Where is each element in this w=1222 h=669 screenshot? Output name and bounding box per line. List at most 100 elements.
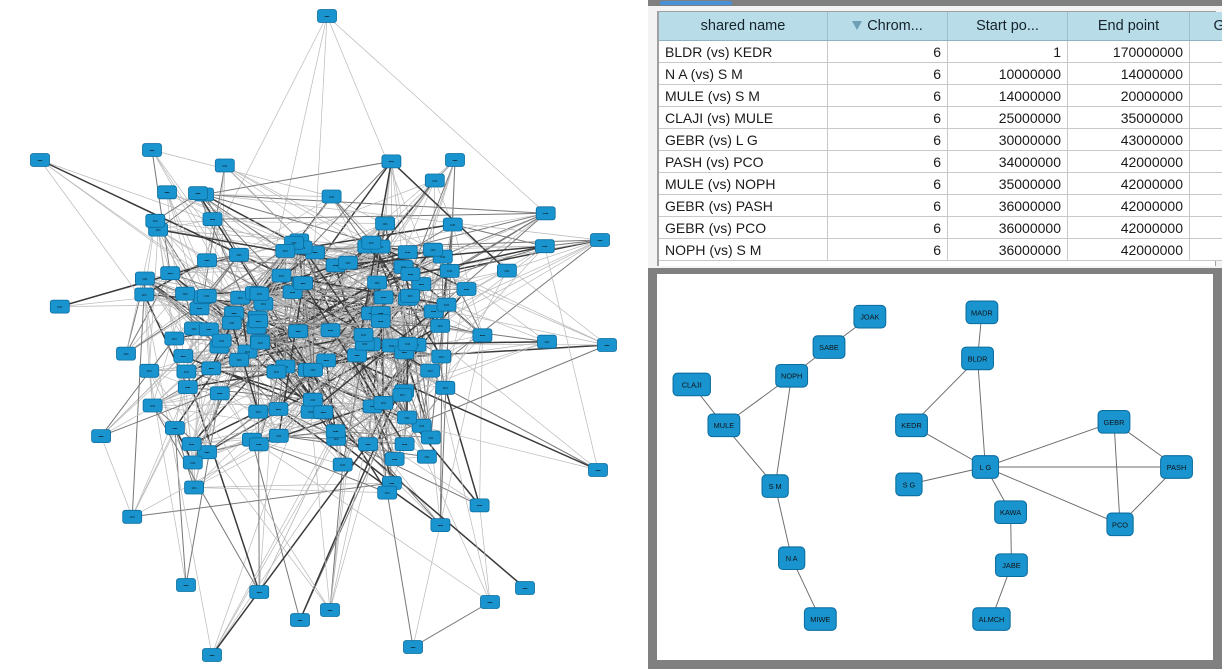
active-tab-indicator[interactable] <box>660 1 732 5</box>
full-network-node[interactable]: •••• <box>173 349 194 363</box>
column-header-chromosome[interactable]: Chrom... <box>827 12 948 41</box>
subnetwork-svg[interactable]: JOAK MADR SABE BLDR NOPH CLAJI GEBR KEDR MULE PAS… <box>657 274 1213 660</box>
table-row[interactable]: CLAJI (vs) MULE625000000350000005.9 <box>659 106 1222 129</box>
full-network-node[interactable]: •••• <box>377 485 398 500</box>
full-network-node[interactable]: •••• <box>435 380 456 395</box>
subnetwork-node-mule[interactable]: MULE <box>707 413 741 438</box>
full-network-node[interactable]: •••• <box>229 352 250 367</box>
full-network-node[interactable]: •••• <box>176 364 197 379</box>
full-network-node[interactable]: •••• <box>320 323 341 338</box>
full-network-node[interactable]: •••• <box>142 398 163 413</box>
full-network-node[interactable]: •••• <box>160 266 181 281</box>
full-network-canvas[interactable]: •••• •••• •••• •••• •••• •••• •••• •••• •••• ••••… <box>0 0 645 669</box>
full-network-node[interactable]: •••• <box>392 387 413 402</box>
full-network-node[interactable]: •••• <box>275 243 296 258</box>
subnetwork-node-sabe[interactable]: SABE <box>812 335 846 359</box>
full-network-node[interactable]: •••• <box>445 153 465 167</box>
subnetwork-node-noph[interactable]: NOPH <box>775 363 809 388</box>
full-network-panel[interactable]: •••• •••• •••• •••• •••• •••• •••• •••• •••• ••••… <box>0 0 645 669</box>
subnetwork-node-s-m[interactable]: S M <box>761 474 789 498</box>
full-network-node[interactable]: •••• <box>175 286 196 301</box>
full-network-node[interactable]: •••• <box>122 509 143 524</box>
full-network-node[interactable]: •••• <box>313 405 334 420</box>
full-network-node[interactable]: •••• <box>353 327 374 342</box>
full-network-node[interactable]: •••• <box>403 640 423 654</box>
full-network-node[interactable]: •••• <box>320 603 340 617</box>
full-network-node[interactable]: •••• <box>400 288 421 303</box>
table-row[interactable]: NOPH (vs) S M636000000420000009.9 <box>659 238 1222 261</box>
table-row[interactable]: BLDR (vs) KEDR61170000000192.0 <box>659 40 1222 63</box>
subnetwork-node-jabe[interactable]: JABE <box>995 553 1028 577</box>
full-network-node[interactable]: •••• <box>332 457 353 472</box>
subnetwork-nodes[interactable]: JOAK MADR SABE BLDR NOPH CLAJI GEBR KEDR MULE PAS… <box>672 300 1193 631</box>
table-row[interactable]: MULE (vs) NOPH6350000004200000010.5 <box>659 172 1222 195</box>
table-body[interactable]: BLDR (vs) KEDR61170000000192.0N A (vs) S… <box>659 40 1222 261</box>
full-network-node[interactable]: •••• <box>456 282 477 296</box>
full-network-node[interactable]: •••• <box>249 286 270 301</box>
subnetwork-node-claji[interactable]: CLAJI <box>672 372 711 397</box>
full-network-node[interactable]: •••• <box>197 253 217 268</box>
full-network-node[interactable]: •••• <box>358 437 378 452</box>
full-network-node[interactable]: •••• <box>534 239 555 254</box>
subnetwork-edge[interactable] <box>774 486 793 559</box>
column-header-end-point[interactable]: End point <box>1067 12 1190 41</box>
subnetwork-canvas[interactable]: JOAK MADR SABE BLDR NOPH CLAJI GEBR KEDR MULE PAS… <box>657 274 1213 660</box>
full-network-node[interactable]: •••• <box>469 498 490 513</box>
subnetwork-edge[interactable] <box>985 466 1121 525</box>
table-row[interactable]: N A (vs) S M610000000140000006.6 <box>659 62 1222 85</box>
full-network-node[interactable]: •••• <box>202 648 222 662</box>
full-network-node[interactable]: •••• <box>184 480 205 495</box>
subnetwork-node-joak[interactable]: JOAK <box>853 304 887 329</box>
full-network-node[interactable]: •••• <box>381 154 402 169</box>
subnetwork-node-s-g[interactable]: S G <box>895 472 923 497</box>
subnetwork-node-pco[interactable]: PCO <box>1106 512 1134 537</box>
full-network-node[interactable]: •••• <box>157 185 177 200</box>
subnetwork-node-kedr[interactable]: KEDR <box>895 413 928 438</box>
full-network-node[interactable]: •••• <box>176 578 196 592</box>
full-network-node[interactable]: •••• <box>250 335 271 350</box>
full-network-node[interactable]: •••• <box>209 386 230 401</box>
table-row[interactable]: PASH (vs) PCO6340000004200000011.4 <box>659 150 1222 173</box>
full-network-node[interactable]: •••• <box>436 297 457 312</box>
full-network-node[interactable]: •••• <box>430 518 451 532</box>
column-header-start-point[interactable]: Start po... <box>947 12 1068 41</box>
full-network-node[interactable]: •••• <box>139 363 160 378</box>
full-network-node[interactable]: •••• <box>188 186 208 201</box>
subnetwork-node-n-a[interactable]: N A <box>778 546 806 571</box>
full-network-node[interactable]: •••• <box>145 213 166 228</box>
full-network-node[interactable]: •••• <box>30 153 50 167</box>
subnetwork-edge[interactable] <box>977 358 986 468</box>
full-network-node[interactable]: •••• <box>214 158 235 173</box>
full-network-node[interactable]: •••• <box>496 263 517 278</box>
full-network-node[interactable]: •••• <box>198 322 219 337</box>
full-network-node[interactable]: •••• <box>249 585 270 599</box>
full-network-node[interactable]: •••• <box>321 189 342 204</box>
full-network-node[interactable]: •••• <box>480 595 500 609</box>
full-network-node[interactable]: •••• <box>439 263 460 278</box>
full-network-node[interactable]: •••• <box>431 349 452 364</box>
subnetwork-edge[interactable] <box>985 421 1115 468</box>
full-network-node[interactable]: •••• <box>202 212 223 227</box>
full-network-node[interactable]: •••• <box>248 437 269 452</box>
full-network-node[interactable]: •••• <box>370 314 391 328</box>
full-network-node[interactable]: •••• <box>177 380 198 395</box>
full-network-node[interactable]: •••• <box>430 318 451 333</box>
full-network-node[interactable]: •••• <box>181 437 202 451</box>
full-network-node[interactable]: •••• <box>248 404 269 419</box>
full-network-node[interactable]: •••• <box>229 247 249 262</box>
full-network-node[interactable]: •••• <box>384 452 405 466</box>
table-row[interactable]: GEBR (vs) PCO636000000420000008.4 <box>659 216 1222 239</box>
full-network-node[interactable]: •••• <box>116 346 136 361</box>
full-network-node[interactable]: •••• <box>317 9 337 23</box>
full-network-node[interactable]: •••• <box>424 173 445 188</box>
full-network-node[interactable]: •••• <box>590 233 610 247</box>
subnetwork-node-pash[interactable]: PASH <box>1160 455 1193 479</box>
subnetwork-node-madr[interactable]: MADR <box>965 300 999 325</box>
full-network-node[interactable]: •••• <box>302 392 323 407</box>
full-network-node[interactable]: •••• <box>515 581 535 595</box>
full-network-node[interactable]: •••• <box>268 428 289 443</box>
table-row[interactable]: MULE (vs) S M614000000200000007.5 <box>659 84 1222 107</box>
full-network-node[interactable]: •••• <box>221 315 242 330</box>
full-network-node[interactable]: •••• <box>248 314 269 329</box>
subnetwork-edge[interactable] <box>774 375 793 487</box>
